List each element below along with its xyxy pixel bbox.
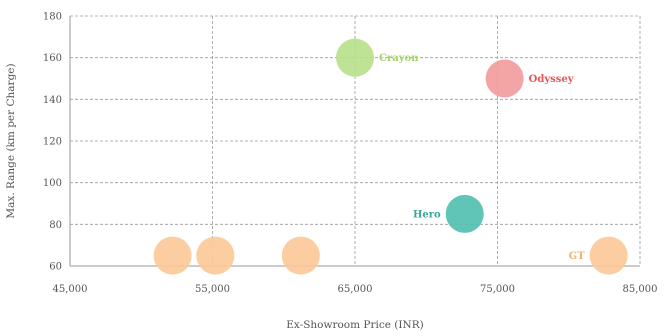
y-tick-label: 80 bbox=[49, 220, 62, 231]
x-tick-label: 55,000 bbox=[195, 284, 230, 295]
data-point-unlabeled bbox=[153, 236, 192, 275]
y-tick-label: 100 bbox=[43, 178, 62, 189]
x-tick-label: 85,000 bbox=[623, 284, 658, 295]
x-tick-label: 45,000 bbox=[53, 284, 88, 295]
data-points bbox=[153, 38, 628, 275]
data-point-unlabeled bbox=[196, 236, 235, 275]
x-axis-title: Ex-Showroom Price (INR) bbox=[286, 319, 423, 331]
data-point-gt bbox=[589, 236, 628, 275]
y-tick-label: 180 bbox=[43, 12, 62, 23]
point-labels: Crayon Odyssey Hero GT bbox=[379, 53, 585, 262]
point-label-gt: GT bbox=[569, 251, 586, 262]
data-point-unlabeled bbox=[281, 236, 320, 275]
data-point-odyssey bbox=[485, 59, 524, 98]
tick-labels: 60 80 100 120 140 160 180 45,000 55,000 65,000 75,… bbox=[43, 12, 658, 296]
x-tick-label: 75,000 bbox=[480, 284, 515, 295]
data-point-crayon bbox=[336, 38, 374, 77]
x-tick-label: 65,000 bbox=[338, 284, 373, 295]
y-tick-label: 140 bbox=[43, 95, 62, 106]
point-label-crayon: Crayon bbox=[379, 53, 419, 64]
y-axis-title: Max. Range (km per Charge) bbox=[5, 63, 17, 218]
point-label-odyssey: Odyssey bbox=[529, 74, 575, 85]
point-label-hero: Hero bbox=[413, 209, 441, 220]
y-tick-label: 60 bbox=[49, 262, 62, 273]
y-tick-label: 120 bbox=[43, 137, 62, 148]
y-tick-label: 160 bbox=[43, 53, 62, 64]
data-point-hero bbox=[445, 194, 484, 233]
